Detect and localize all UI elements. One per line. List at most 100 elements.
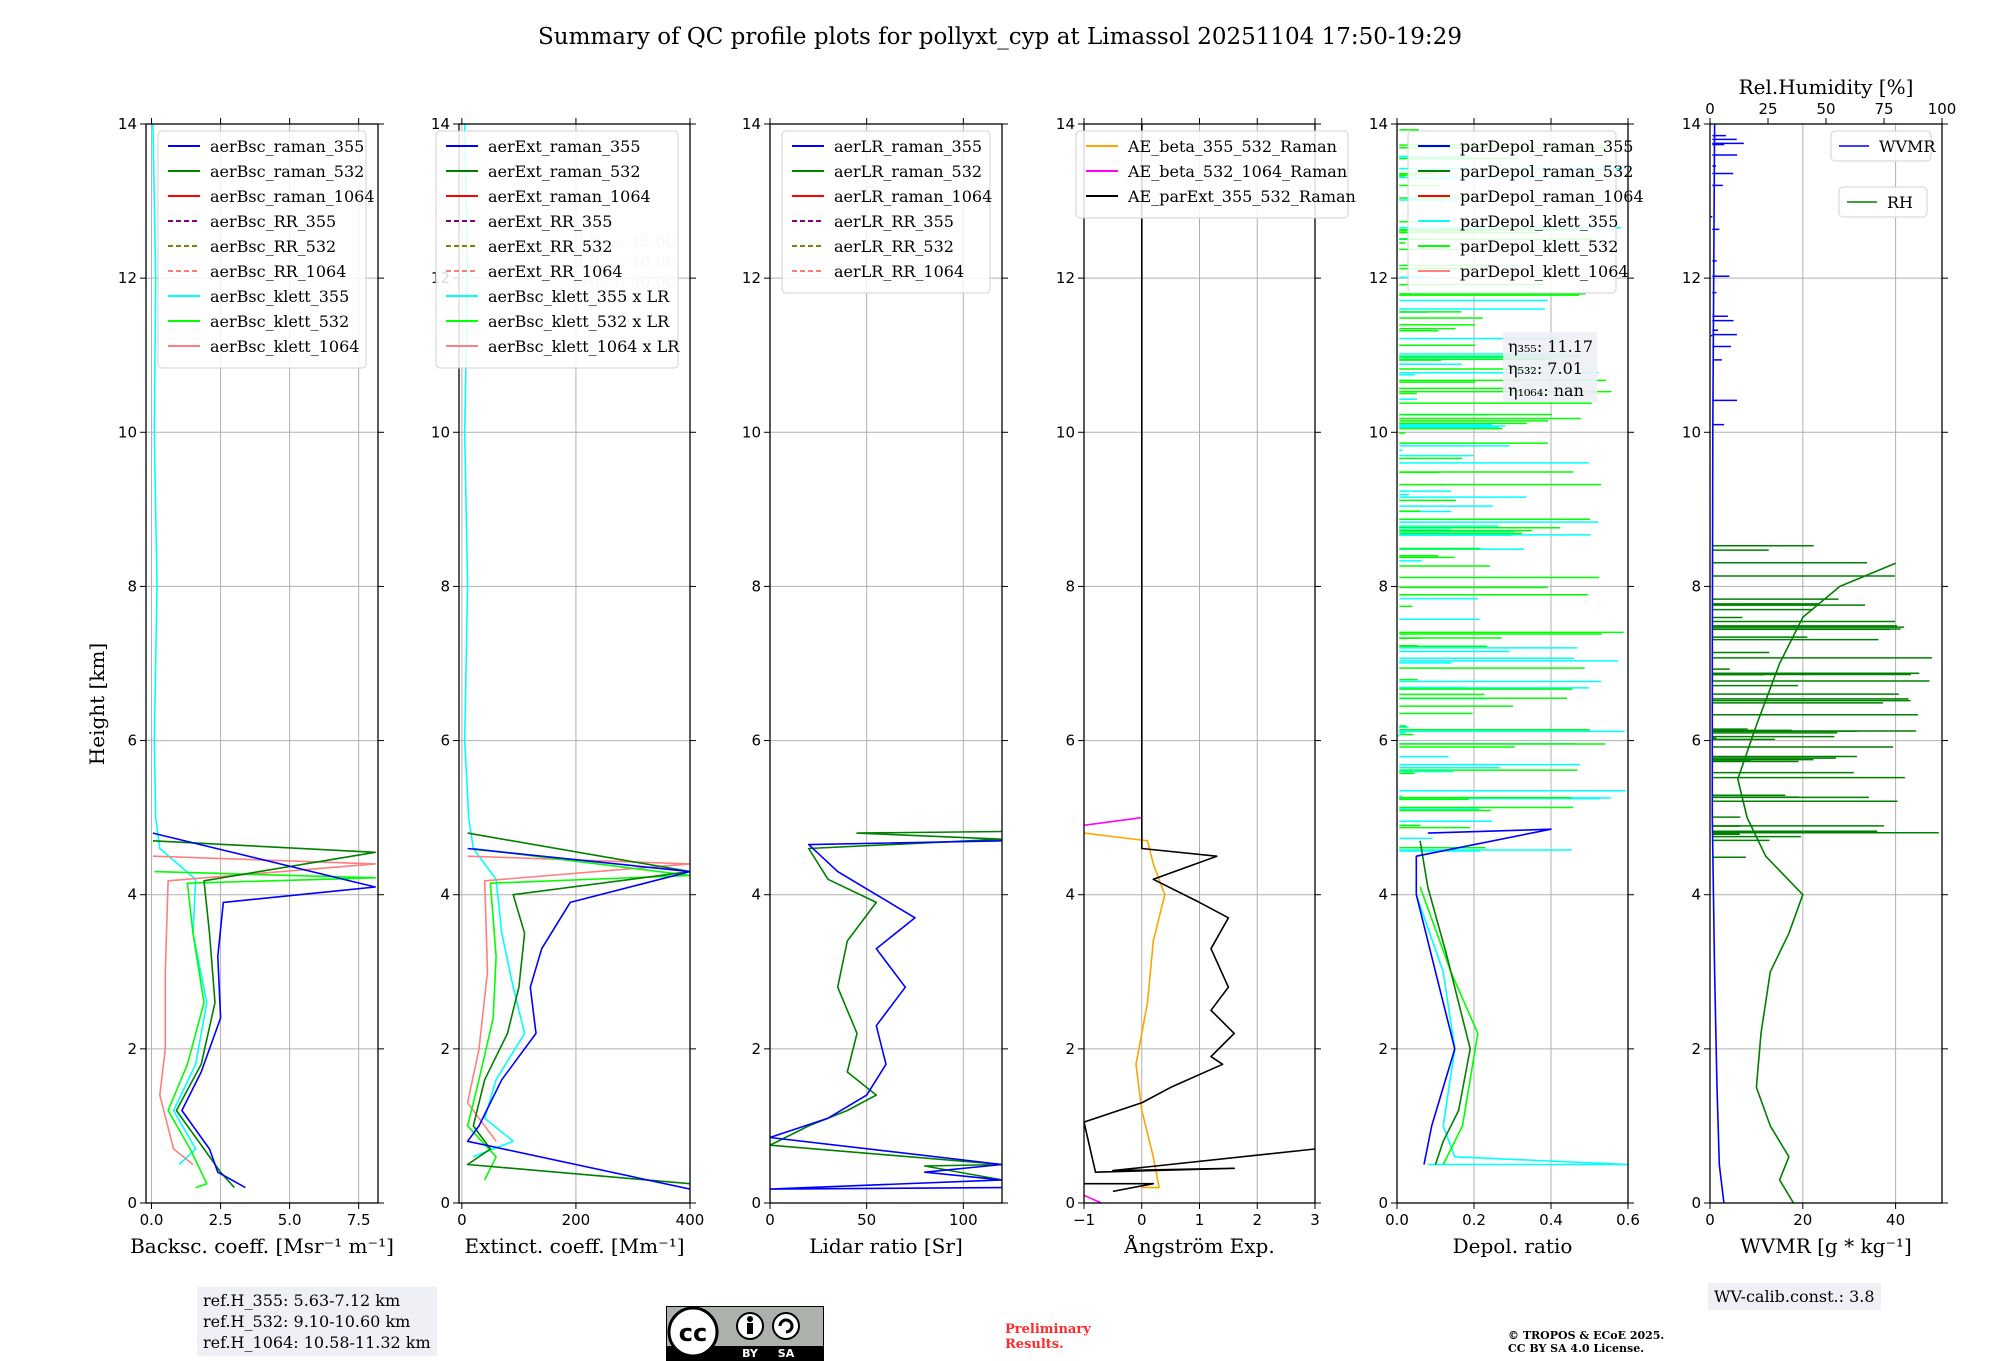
y-tick-label: 12 [1682,269,1701,287]
x-tick-label: 0.4 [1539,1211,1563,1229]
y-tick-label: 8 [1378,577,1388,595]
plot-area [1710,124,1939,1203]
series-aerBsc_klett_532 [154,870,376,1189]
x-tick-label: 50 [857,1211,876,1229]
legend-label: aerExt_raman_1064 [488,187,651,206]
x-tick-label: 0 [457,1211,467,1229]
x-tick-label: 40 [1886,1211,1905,1229]
legend-label: aerBsc_RR_1064 [210,262,346,281]
series-AE_parExt_355_532_Raman [1084,124,1315,1173]
y-tick-label: 0 [751,1194,761,1212]
legend-label: aerLR_RR_355 [834,212,954,231]
axes-frame [458,123,691,1204]
series-aerExt_raman_532 [466,832,690,1185]
y-tick-label: 0 [440,1194,450,1212]
y-tick-label: 8 [1691,577,1701,595]
top-tick-label: 25 [1758,100,1777,118]
legend-label: aerBsc_raman_355 [210,137,364,156]
series-AE_beta_355_532_Raman [1084,832,1166,1189]
legend-label: aerExt_raman_532 [488,162,641,181]
y-tick-label: 0 [127,1194,137,1212]
x-tick-label: 100 [949,1211,978,1229]
wv-calib-box: WV-calib.const.: 3.8 [1708,1283,1881,1310]
copyright-line-1: © TROPOS & ECoE 2025. [1508,1329,1665,1342]
wv-calib-text: WV-calib.const.: 3.8 [1714,1287,1875,1306]
legend-box [781,130,991,294]
y-tick-label: 4 [1378,886,1388,904]
legend-label: parDepol_raman_532 [1460,162,1633,181]
y-tick-label: 10 [742,423,761,441]
y-tick-label: 4 [127,886,137,904]
ref-height-532: ref.H_532: 9.10-10.60 km [203,1312,411,1331]
top-tick-label: 75 [1874,100,1893,118]
plot-area [152,124,376,1189]
top-tick-label: 100 [1928,100,1957,118]
x-axis-label: WVMR [g * kg⁻¹] [1740,1234,1912,1258]
series-aerBsc_raman_532 [152,840,376,1189]
y-tick-label: 10 [1056,423,1075,441]
legend-label: aerBsc_klett_355 x LR [488,287,670,306]
legend-box [1075,130,1349,219]
x-tick-label: 3 [1310,1211,1320,1229]
plot-area [770,830,1002,1190]
legend-box [157,130,367,369]
y-tick-label: 10 [1682,423,1701,441]
legend-label: parDepol_klett_355 [1460,212,1618,231]
series-AE_beta_532_1064_Raman_low [1084,1194,1102,1203]
y-axis-label: Height [km] [85,643,109,765]
legend-label: aerBsc_klett_532 x LR [488,312,670,331]
legend-label: AE_beta_532_1064_Raman [1127,162,1347,181]
x-tick-label: −1 [1073,1211,1095,1229]
legend-label: aerExt_RR_532 [488,237,612,256]
y-tick-label: 14 [742,115,761,133]
legend-label: aerLR_raman_1064 [834,187,992,206]
x-tick-label: 400 [676,1211,705,1229]
legend-box [1830,130,1932,162]
legend-box [1407,130,1617,294]
ref-height-355: ref.H_355: 5.63-7.12 km [203,1291,401,1310]
series-parDepol_klett_355 [1415,894,1628,1166]
legend-label: aerBsc_klett_355 [210,287,349,306]
x-axis-label: Ångström Exp. [1123,1233,1274,1258]
eta-label: η₁₀₆₄: nan [1508,381,1584,400]
legend-label: aerBsc_klett_532 [210,312,349,331]
x-tick-label: 2 [1252,1211,1262,1229]
by-label: BY [742,1347,759,1360]
legend-label: parDepol_klett_532 [1460,237,1618,256]
ref-heights-box: ref.H_355: 5.63-7.12 km ref.H_532: 9.10-… [197,1287,437,1356]
series-aerBsc_raman_355 [152,832,376,1189]
eta-label: η₃₅₅: 11.17 [1508,337,1593,356]
y-tick-label: 4 [751,886,761,904]
legend-label: aerBsc_RR_532 [210,237,336,256]
axes-frame [1709,123,1943,1204]
y-tick-label: 8 [127,577,137,595]
preliminary-line-2: Results. [1005,1337,1064,1352]
x-tick-label: 0.0 [1385,1211,1409,1229]
series-aerLR_raman_355 [770,840,1002,1190]
series-aerBsc_klett_532 x LR [466,847,690,1181]
y-tick-label: 14 [1369,115,1388,133]
y-tick-label: 0 [1065,1194,1075,1212]
cc-text: cc [679,1319,707,1347]
x-tick-label: 7.5 [347,1211,371,1229]
legend-label: aerBsc_raman_1064 [210,187,375,206]
y-tick-label: 10 [431,423,450,441]
copyright-note: © TROPOS & ECoE 2025. CC BY SA 4.0 Licen… [1508,1329,1664,1355]
legend-label: parDepol_raman_355 [1460,137,1633,156]
top-tick-label: 0 [1705,100,1715,118]
series-aerBsc_klett_1064 x LR [466,855,690,1142]
x-tick-label: 0.2 [1462,1211,1486,1229]
plot-area [1084,124,1315,1203]
y-tick-label: 8 [751,577,761,595]
x-axis-label: Lidar ratio [Sr] [809,1234,963,1258]
legend-label: aerLR_raman_355 [834,137,982,156]
y-tick-label: 6 [751,732,761,750]
x-tick-label: 0.0 [140,1211,164,1229]
axes-frame [769,123,1003,1204]
y-tick-label: 6 [1378,732,1388,750]
x-tick-label: 0.6 [1616,1211,1640,1229]
y-tick-label: 0 [1378,1194,1388,1212]
top-tick-label: 50 [1816,100,1835,118]
legend-label: aerBsc_klett_1064 x LR [488,337,680,356]
